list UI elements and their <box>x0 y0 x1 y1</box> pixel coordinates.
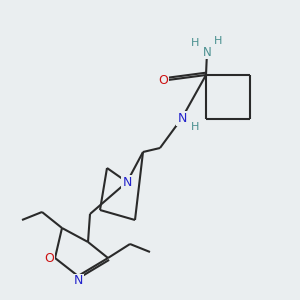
Text: O: O <box>44 251 54 265</box>
Text: H: H <box>191 38 199 48</box>
Text: H: H <box>191 122 199 132</box>
Text: N: N <box>202 46 211 59</box>
Text: N: N <box>73 274 83 287</box>
Text: O: O <box>158 74 168 86</box>
Text: N: N <box>122 176 132 188</box>
Text: N: N <box>177 112 187 124</box>
Text: H: H <box>214 36 222 46</box>
